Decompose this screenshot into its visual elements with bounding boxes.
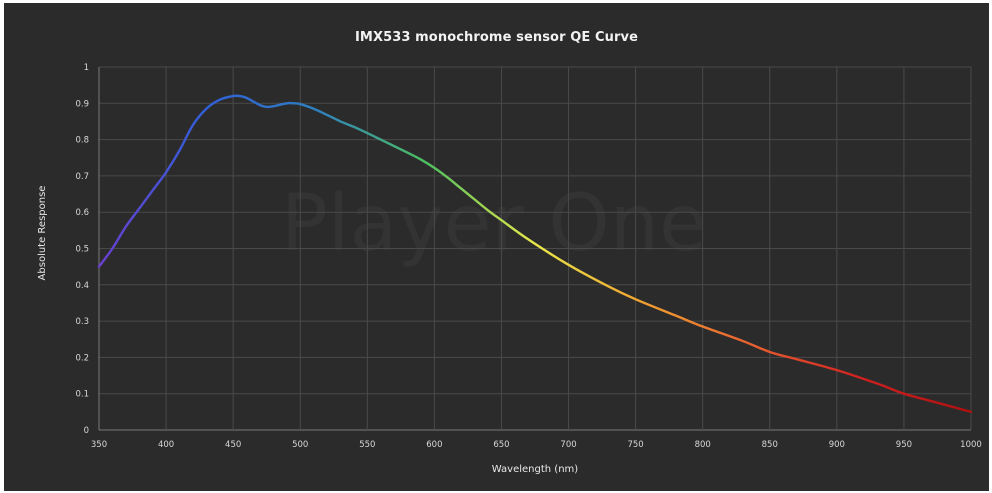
y-tick-label: 0.2: [75, 353, 89, 363]
y-tick-label: 0.7: [75, 172, 89, 182]
chart-panel: IMX533 monochrome sensor QE Curve Player…: [4, 3, 989, 491]
y-tick-label: 0.1: [75, 390, 89, 400]
x-tick-label: 1000: [960, 440, 982, 450]
grid: [98, 66, 972, 431]
y-tick-label: 0.6: [75, 208, 89, 218]
x-tick-label: 950: [896, 440, 912, 450]
x-tick-label: 750: [627, 440, 643, 450]
y-axis-label: Absolute Response: [37, 186, 48, 281]
y-tick-label: 0.4: [75, 281, 89, 291]
x-tick-label: 900: [829, 440, 845, 450]
y-tick-label: 1: [84, 63, 89, 73]
watermark-text: Player One: [281, 179, 707, 269]
chart-title: IMX533 monochrome sensor QE Curve: [355, 30, 638, 45]
y-tick-label: 0.3: [75, 317, 89, 327]
x-tick-label: 600: [426, 440, 442, 450]
x-tick-labels: 350 400 450 500 550 600 650 700 750 800 850 900 950 1…: [91, 440, 982, 450]
x-tick-label: 400: [158, 440, 174, 450]
y-tick-label: 0: [84, 426, 89, 436]
y-tick-label: 0.9: [75, 99, 89, 109]
x-tick-label: 800: [695, 440, 711, 450]
x-axis-label: Wavelength (nm): [492, 464, 578, 475]
x-tick-label: 700: [560, 440, 576, 450]
x-tick-label: 550: [359, 440, 375, 450]
x-tick-label: 350: [91, 440, 107, 450]
y-tick-label: 0.5: [75, 245, 89, 255]
x-tick-label: 850: [762, 440, 778, 450]
qe-curve-line: [97, 94, 973, 414]
qe-chart: Player One 350 400 450 500 550 600 650 700 750 80…: [37, 63, 982, 475]
y-tick-labels: 0 0.1 0.2 0.3 0.4 0.5 0.6 0.7 0.8 0.9 1: [75, 63, 89, 436]
x-tick-label: 650: [493, 440, 509, 450]
x-tick-label: 500: [292, 440, 308, 450]
x-tick-label: 450: [225, 440, 241, 450]
y-tick-label: 0.8: [75, 136, 89, 146]
